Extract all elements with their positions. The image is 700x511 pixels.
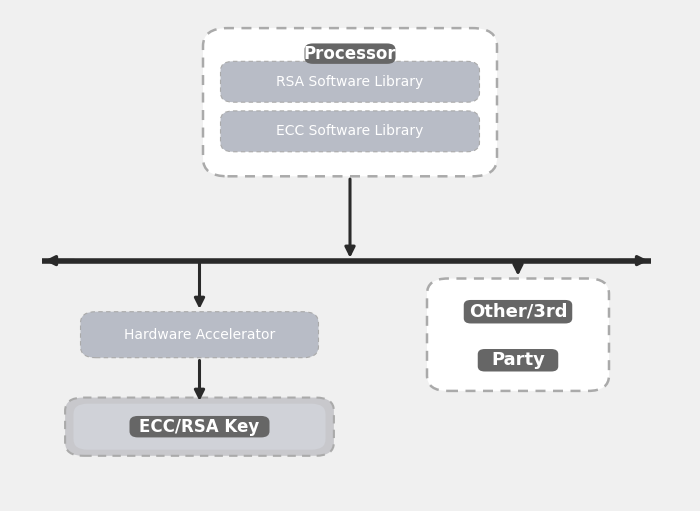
FancyBboxPatch shape — [74, 404, 326, 450]
FancyBboxPatch shape — [220, 111, 480, 152]
FancyBboxPatch shape — [463, 300, 573, 323]
FancyBboxPatch shape — [427, 278, 609, 391]
FancyBboxPatch shape — [80, 312, 318, 358]
Text: Party: Party — [491, 351, 545, 369]
FancyBboxPatch shape — [203, 28, 497, 176]
Text: Other/3rd: Other/3rd — [469, 303, 567, 321]
FancyBboxPatch shape — [130, 416, 270, 437]
Text: ECC/RSA Key: ECC/RSA Key — [139, 417, 260, 436]
Text: Processor: Processor — [304, 44, 396, 63]
FancyBboxPatch shape — [304, 43, 395, 64]
Text: RSA Software Library: RSA Software Library — [276, 75, 424, 89]
FancyBboxPatch shape — [65, 398, 334, 456]
FancyBboxPatch shape — [477, 349, 559, 371]
Text: ECC Software Library: ECC Software Library — [276, 124, 424, 138]
Text: Hardware Accelerator: Hardware Accelerator — [124, 328, 275, 342]
FancyBboxPatch shape — [220, 61, 480, 102]
